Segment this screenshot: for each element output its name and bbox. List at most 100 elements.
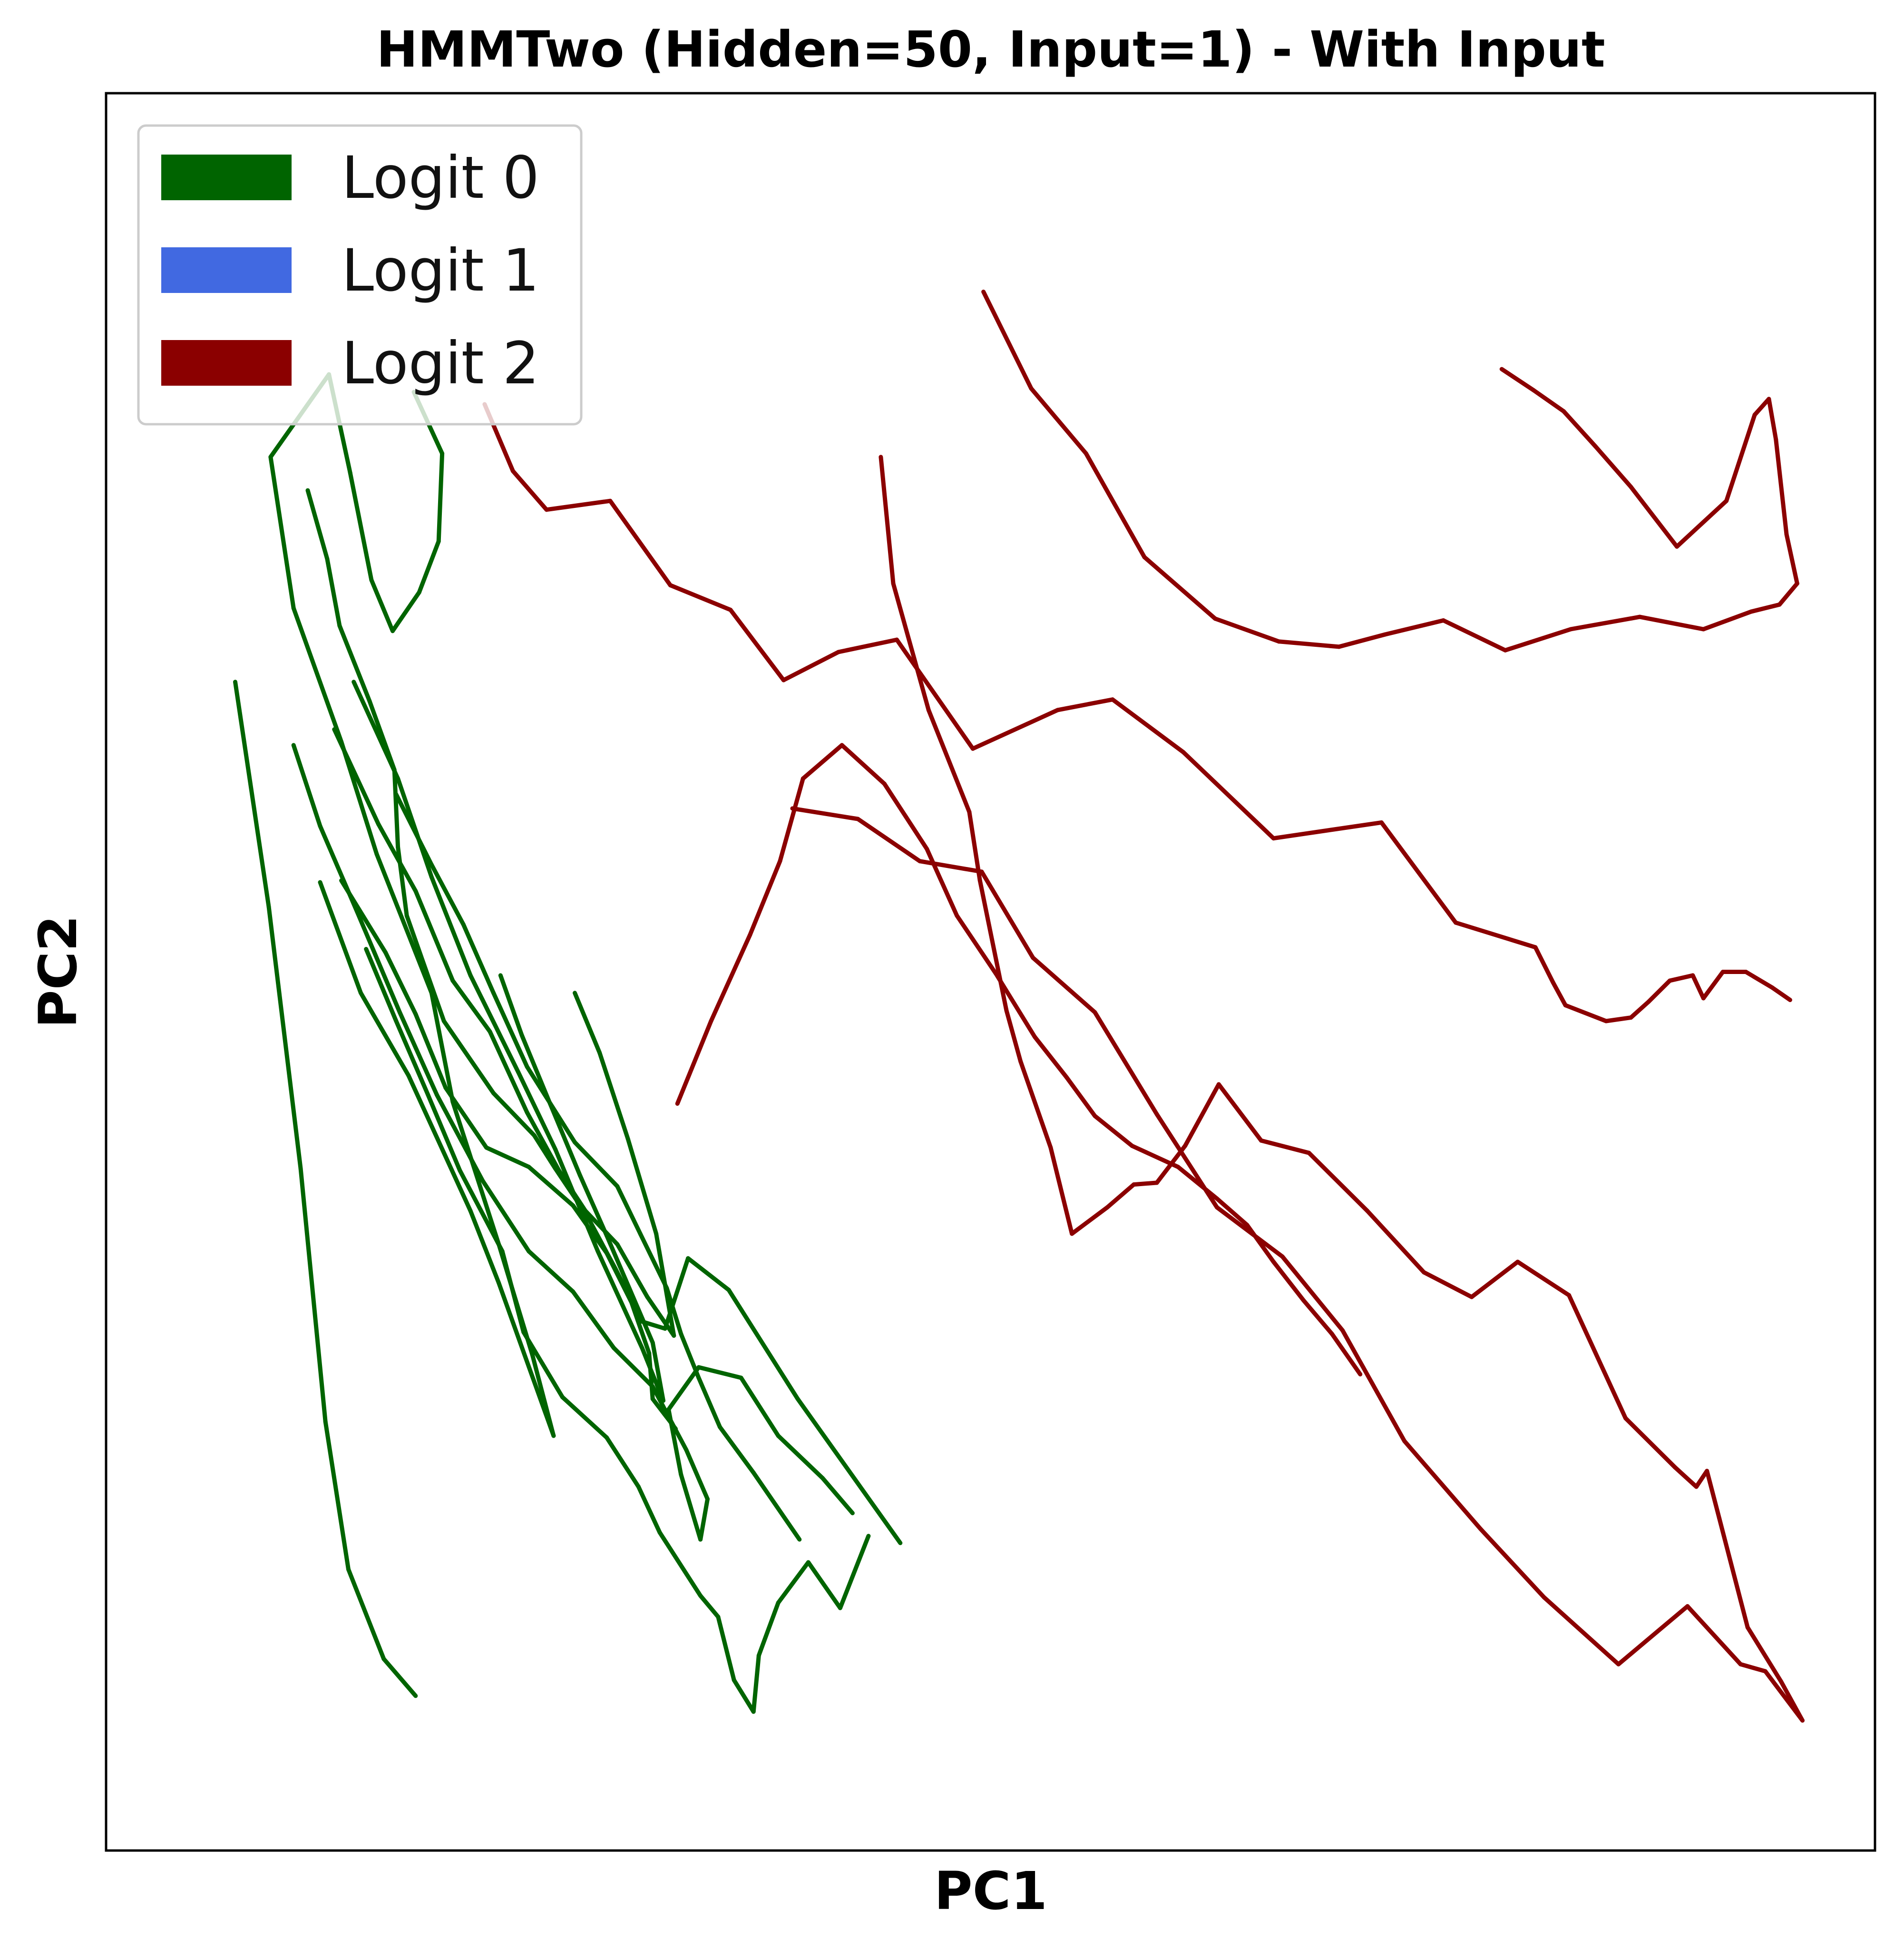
trajectory-arrow-logit-0-7-9 bbox=[532, 1133, 558, 1171]
series-logit-0 bbox=[233, 372, 903, 1714]
plot-area bbox=[233, 290, 1805, 1723]
trajectory-arrow-logit-0-4-17 bbox=[838, 1534, 871, 1610]
trajectory-arrow-logit-2-0-10 bbox=[1132, 1180, 1159, 1187]
trajectory-arrow-logit-2-0-25 bbox=[1717, 1516, 1750, 1630]
trajectory-arrow-logit-0-0-2 bbox=[298, 1166, 328, 1424]
trajectory-arrow-logit-0-2-12 bbox=[359, 991, 411, 1078]
trajectory-arrow-logit-0-9-2 bbox=[413, 1012, 448, 1090]
trajectory-arrow-logit-2-0-2 bbox=[926, 708, 972, 814]
trajectory-arrow-logit-0-5-15 bbox=[696, 1365, 743, 1380]
trajectory-arrow-logit-2-0-30 bbox=[1685, 1604, 1743, 1666]
trajectory-arrow-logit-0-5-0 bbox=[291, 743, 322, 828]
trajectory-arrow-logit-0-9-3 bbox=[443, 1085, 489, 1150]
trajectory-arrow-logit-2-0-6 bbox=[1018, 1059, 1053, 1150]
trajectory-arrow-logit-2-2-11 bbox=[1110, 697, 1186, 755]
trajectory-arrow-logit-2-2-16 bbox=[1533, 945, 1555, 985]
trajectory-arrow-logit-2-1-2 bbox=[1084, 451, 1147, 559]
trajectory-arrow-logit-0-5-6 bbox=[527, 1249, 576, 1294]
trajectory-arrow-logit-2-2-27 bbox=[1770, 985, 1792, 1003]
trajectory-arrow-logit-2-0-41 bbox=[979, 869, 1035, 960]
trajectory-arrow-logit-0-7-3 bbox=[367, 699, 397, 772]
trajectory-arrow-logit-0-7-6 bbox=[404, 913, 446, 1023]
trajectory-arrow-logit-0-2-13 bbox=[318, 880, 363, 995]
trajectory-arrow-logit-2-0-8 bbox=[1070, 1205, 1110, 1236]
trajectory-arrow-logit-0-8-2 bbox=[461, 922, 496, 995]
trajectory-arrow-logit-2-0-22 bbox=[1673, 1465, 1699, 1489]
trajectory-arrow-logit-0-2-4 bbox=[374, 852, 434, 995]
trajectory-arrow-logit-2-0-0 bbox=[879, 455, 896, 586]
trajectory-arrow-logit-2-0-5 bbox=[1004, 1008, 1023, 1064]
trajectory-arrow-logit-2-3-2 bbox=[748, 859, 782, 937]
trajectory-arrow-logit-2-2-19 bbox=[1604, 1015, 1633, 1023]
trajectory-arrow-logit-0-6-0 bbox=[332, 727, 381, 827]
trajectory-arrow-logit-0-3-11 bbox=[548, 1101, 583, 1178]
trajectory-arrow-logit-0-4-12 bbox=[732, 1678, 756, 1714]
trajectory-arrow-logit-2-2-5 bbox=[728, 607, 786, 682]
trajectory-arrow-logit-2-1-8 bbox=[1441, 618, 1508, 653]
legend-label-logit-2: Logit 2 bbox=[342, 330, 539, 397]
trajectory-arrow-logit-0-8-11 bbox=[718, 1425, 756, 1475]
trajectory-arrow-logit-0-2-11 bbox=[406, 1073, 473, 1213]
trajectory-arrow-logit-2-1-11 bbox=[1637, 614, 1706, 632]
trajectory-arrow-logit-2-1-16 bbox=[1774, 437, 1789, 536]
legend-swatch-logit-1 bbox=[161, 247, 292, 293]
trajectory-arrow-logit-0-9-7 bbox=[605, 1251, 634, 1305]
trajectory-arrow-logit-0-6-5 bbox=[525, 1110, 561, 1173]
trajectory-arrow-logit-0-3-13 bbox=[498, 973, 524, 1037]
trajectory-arrow-logit-2-2-14 bbox=[1379, 820, 1458, 925]
legend-label-logit-1: Logit 1 bbox=[342, 237, 539, 304]
trajectory-arrow-logit-0-5-10 bbox=[684, 1448, 710, 1501]
trajectory-arrow-logit-0-9-4 bbox=[484, 1145, 531, 1169]
trajectory-arrow-logit-0-0-1 bbox=[266, 905, 303, 1171]
trajectory-arrow-logit-2-2-2 bbox=[544, 498, 613, 512]
trajectory-arrow-logit-0-0-5 bbox=[381, 1656, 418, 1698]
trajectory-arrow-logit-2-0-17 bbox=[1422, 1270, 1474, 1299]
trajectory-arrow-logit-2-3-4 bbox=[801, 743, 844, 781]
trajectory-arrow-logit-2-2-1 bbox=[510, 468, 549, 512]
trajectory-arrow-logit-0-8-8 bbox=[664, 1286, 683, 1336]
trajectory-arrow-logit-2-0-28 bbox=[1763, 1669, 1805, 1723]
trajectory-arrow-logit-0-1-5 bbox=[348, 470, 374, 582]
trajectory-arrow-logit-0-6-8 bbox=[615, 1242, 650, 1299]
trajectory-arrow-logit-2-1-6 bbox=[1337, 632, 1387, 649]
trajectory-arrow-logit-2-2-26 bbox=[1744, 970, 1775, 990]
trajectory-arrow-logit-2-3-8 bbox=[955, 913, 998, 976]
trajectory-arrow-logit-0-2-10 bbox=[468, 1208, 501, 1285]
trajectory-arrow-logit-2-0-9 bbox=[1105, 1182, 1136, 1210]
trajectory-arrow-logit-2-3-1 bbox=[709, 933, 752, 1023]
trajectory-arrow-logit-0-6-13 bbox=[573, 991, 602, 1055]
trajectory-arrow-logit-2-0-39 bbox=[1093, 1010, 1159, 1117]
trajectory-arrow-logit-0-8-10 bbox=[696, 1375, 722, 1429]
trajectory-arrow-logit-0-6-2 bbox=[413, 889, 455, 983]
trajectory-arrow-logit-0-7-16 bbox=[726, 1287, 800, 1401]
trajectory-arrow-logit-0-9-1 bbox=[383, 950, 418, 1016]
trajectory-arrow-logit-0-1-2 bbox=[417, 539, 441, 594]
trajectory-arrow-logit-0-5-16 bbox=[739, 1375, 781, 1438]
trajectory-arrow-logit-0-8-7 bbox=[638, 1231, 669, 1291]
trajectory-arrow-logit-2-1-21 bbox=[1629, 485, 1679, 549]
trajectory-arrow-logit-0-5-17 bbox=[776, 1433, 825, 1481]
trajectory-arrow-logit-0-8-3 bbox=[491, 991, 529, 1069]
trajectory-arrow-logit-0-0-3 bbox=[323, 1419, 351, 1572]
trajectory-arrow-logit-0-9-9 bbox=[647, 1351, 655, 1401]
trajectory-arrow-logit-2-1-24 bbox=[1531, 388, 1566, 414]
trajectory-arrow-logit-0-7-13 bbox=[640, 1319, 667, 1331]
trajectory-arrow-logit-0-8-9 bbox=[679, 1332, 701, 1380]
trajectory-arrow-logit-2-3-10 bbox=[1033, 1034, 1069, 1080]
trajectory-arrow-logit-0-7-7 bbox=[441, 1019, 496, 1095]
trajectory-arrow-logit-2-3-12 bbox=[1093, 1114, 1134, 1148]
legend-swatch-logit-0 bbox=[161, 155, 292, 200]
trajectory-arrow-logit-0-2-9 bbox=[497, 1281, 556, 1438]
trajectory-arrow-logit-0-7-14 bbox=[663, 1256, 691, 1331]
trajectory-arrow-logit-0-6-9 bbox=[645, 1295, 676, 1338]
trajectory-arrow-logit-0-7-2 bbox=[337, 623, 372, 703]
trajectory-arrow-logit-0-4-14 bbox=[756, 1600, 781, 1658]
trajectory-arrow-logit-0-1-3 bbox=[391, 590, 421, 633]
trajectory-arrow-logit-0-5-4 bbox=[435, 1092, 485, 1183]
trajectory-arrow-logit-0-4-10 bbox=[698, 1593, 721, 1619]
trajectory-arrow-logit-2-1-12 bbox=[1701, 609, 1754, 632]
trajectory-arrow-logit-0-8-5 bbox=[573, 1140, 620, 1188]
trajectory-arrow-logit-2-2-22 bbox=[1668, 973, 1695, 983]
trajectory-arrow-logit-0-4-15 bbox=[776, 1560, 810, 1605]
trajectory-arrow-logit-0-4-1 bbox=[394, 1019, 430, 1097]
